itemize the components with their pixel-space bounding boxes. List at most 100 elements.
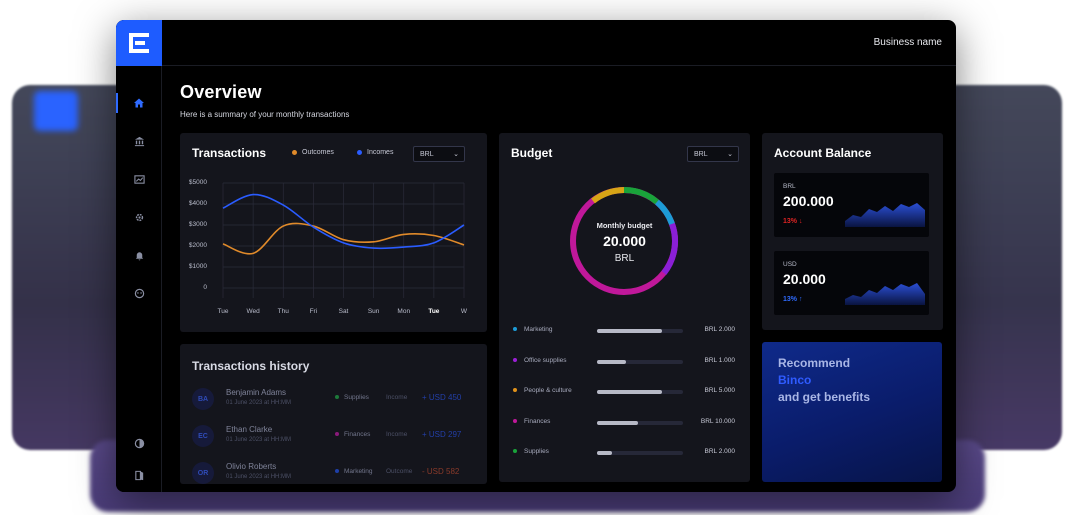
- balance-account[interactable]: BRL 200.000 13% ↓: [774, 173, 929, 237]
- donut-value: 20.000: [603, 233, 646, 249]
- transactions-currency-value: BRL: [420, 151, 434, 158]
- history-category-label: Finances: [344, 431, 371, 438]
- x-tick-label: Fri: [309, 308, 318, 315]
- history-date: 01 June 2023 at HH:MM: [226, 437, 292, 443]
- bank-icon[interactable]: [116, 128, 162, 154]
- page-title: Overview: [180, 82, 262, 102]
- y-tick-label: $3000: [188, 221, 207, 228]
- chevron-down-icon: ⌄: [453, 151, 459, 158]
- legend-outcomes: Outcomes: [292, 149, 334, 156]
- x-tick-label: Sun: [367, 308, 380, 315]
- budget-dot: [513, 327, 517, 332]
- budget-item-value: BRL 2.000: [704, 326, 735, 333]
- table-row[interactable]: BA Benjamin Adams 01 June 2023 at HH:MM Sup…: [180, 388, 487, 418]
- transactions-chart: [222, 182, 465, 298]
- business-name[interactable]: Business name: [873, 37, 942, 48]
- logout-icon[interactable]: [116, 462, 162, 488]
- budget-progress-fill: [597, 451, 613, 455]
- balance-sparkline: [845, 283, 925, 305]
- balance-sparkline: [845, 203, 925, 227]
- logo-icon: [129, 33, 149, 53]
- balance-change: 13% ↑: [783, 296, 802, 303]
- series-line-outcomes: [222, 222, 465, 255]
- x-tick-label: Wed: [246, 308, 260, 315]
- table-row[interactable]: EC Ethan Clarke 01 June 2023 at HH:MM Finan…: [180, 425, 487, 455]
- history-title: Transactions history: [192, 359, 310, 373]
- dashboard-window: Business name Overview Here is a summary…: [116, 20, 956, 492]
- transactions-currency-select[interactable]: BRL ⌄: [413, 146, 465, 162]
- budget-progress-track: [597, 359, 683, 364]
- history-category: Supplies: [335, 394, 369, 401]
- sidebar: [116, 20, 162, 492]
- budget-dot: [513, 449, 517, 454]
- history-category-label: Marketing: [344, 468, 373, 475]
- budget-item: Marketing BRL 2.000: [513, 326, 735, 338]
- y-tick-label: $5000: [188, 179, 207, 186]
- balance-currency: USD: [783, 261, 797, 268]
- budget-currency-select[interactable]: BRL ⌄: [687, 146, 739, 162]
- budget-progress-fill: [597, 329, 663, 333]
- home-icon[interactable]: [116, 90, 162, 116]
- balance-title: Account Balance: [774, 146, 872, 160]
- budget-item-value: BRL 10.000: [700, 417, 735, 425]
- balance-change-value: 13%: [783, 218, 798, 225]
- budget-item-value: BRL 2.000: [704, 448, 735, 455]
- donut-label: Monthly budget: [596, 221, 653, 230]
- budget-item-name: Supplies: [524, 448, 549, 455]
- series-line-incomes: [222, 193, 465, 250]
- x-tick-label: Tue: [217, 308, 229, 315]
- budget-progress-fill: [597, 390, 663, 394]
- settings-icon[interactable]: [116, 204, 162, 230]
- history-category-label: Supplies: [344, 394, 369, 401]
- page-subtitle: Here is a summary of your monthly transa…: [180, 110, 350, 119]
- legend-dot-outcomes: [292, 149, 297, 155]
- table-row[interactable]: OR Olivio Roberts 01 June 2023 at HH:MM Mar…: [180, 462, 487, 492]
- x-tick-label: Mon: [397, 308, 411, 315]
- x-tick-label: Tue: [428, 308, 440, 315]
- history-amount: + USD 450: [422, 393, 462, 402]
- budget-item-value: BRL 5.000: [704, 387, 735, 394]
- history-amount: + USD 297: [422, 430, 462, 439]
- donut-segment-people: [591, 187, 625, 204]
- history-name: Olivio Roberts: [226, 462, 277, 471]
- category-dot: [335, 469, 339, 474]
- avatar: OR: [192, 462, 214, 484]
- recommend-card[interactable]: Recommend Binco and get benefits: [762, 342, 942, 482]
- budget-card: Budget BRL ⌄ Monthly budget 20.000 BRL M…: [499, 133, 750, 482]
- theme-icon[interactable]: [116, 430, 162, 456]
- budget-item: People & culture BRL 5.000: [513, 387, 735, 399]
- budget-item: Finances BRL 10.000: [513, 418, 735, 430]
- history-name: Ethan Clarke: [226, 425, 273, 434]
- support-icon[interactable]: [116, 280, 162, 306]
- transactions-history-card: Transactions history BA Benjamin Adams 01 …: [180, 344, 487, 484]
- budget-item-value: BRL 1.000: [704, 356, 735, 364]
- balance-currency: BRL: [783, 183, 796, 190]
- balance-value: 200.000: [783, 193, 834, 209]
- history-date: 01 June 2023 at HH:MM: [226, 400, 292, 406]
- y-tick-label: $2000: [188, 242, 207, 249]
- history-category: Marketing: [335, 468, 373, 475]
- history-type: Outcome: [386, 468, 413, 475]
- budget-item: Office supplies BRL 1.000: [513, 357, 735, 369]
- legend-dot-incomes: [357, 149, 362, 155]
- donut-segment-supplies: [623, 186, 659, 205]
- sparkline-area: [845, 203, 925, 227]
- budget-progress-fill: [597, 359, 627, 364]
- legend-incomes-label: Incomes: [367, 149, 394, 156]
- balance-change-value: 13%: [783, 296, 798, 303]
- app-logo[interactable]: [116, 20, 162, 66]
- history-type: Income: [386, 394, 408, 401]
- chevron-down-icon: ⌄: [727, 151, 733, 158]
- budget-item-name: Office supplies: [524, 356, 567, 364]
- budget-dot: [513, 357, 517, 362]
- balance-account[interactable]: USD 20.000 13% ↑: [774, 251, 929, 315]
- donut-segment-marketing: [654, 199, 675, 226]
- account-balance-card: Account Balance BRL 200.000 13% ↓ USD 20.000…: [762, 133, 943, 330]
- budget-item-name: Marketing: [524, 326, 553, 333]
- chart-icon[interactable]: [116, 166, 162, 192]
- bell-icon[interactable]: [116, 242, 162, 268]
- budget-dot: [513, 388, 517, 393]
- budget-progress-track: [597, 451, 683, 455]
- legend-outcomes-label: Outcomes: [302, 149, 334, 156]
- legend-incomes: Incomes: [357, 149, 393, 156]
